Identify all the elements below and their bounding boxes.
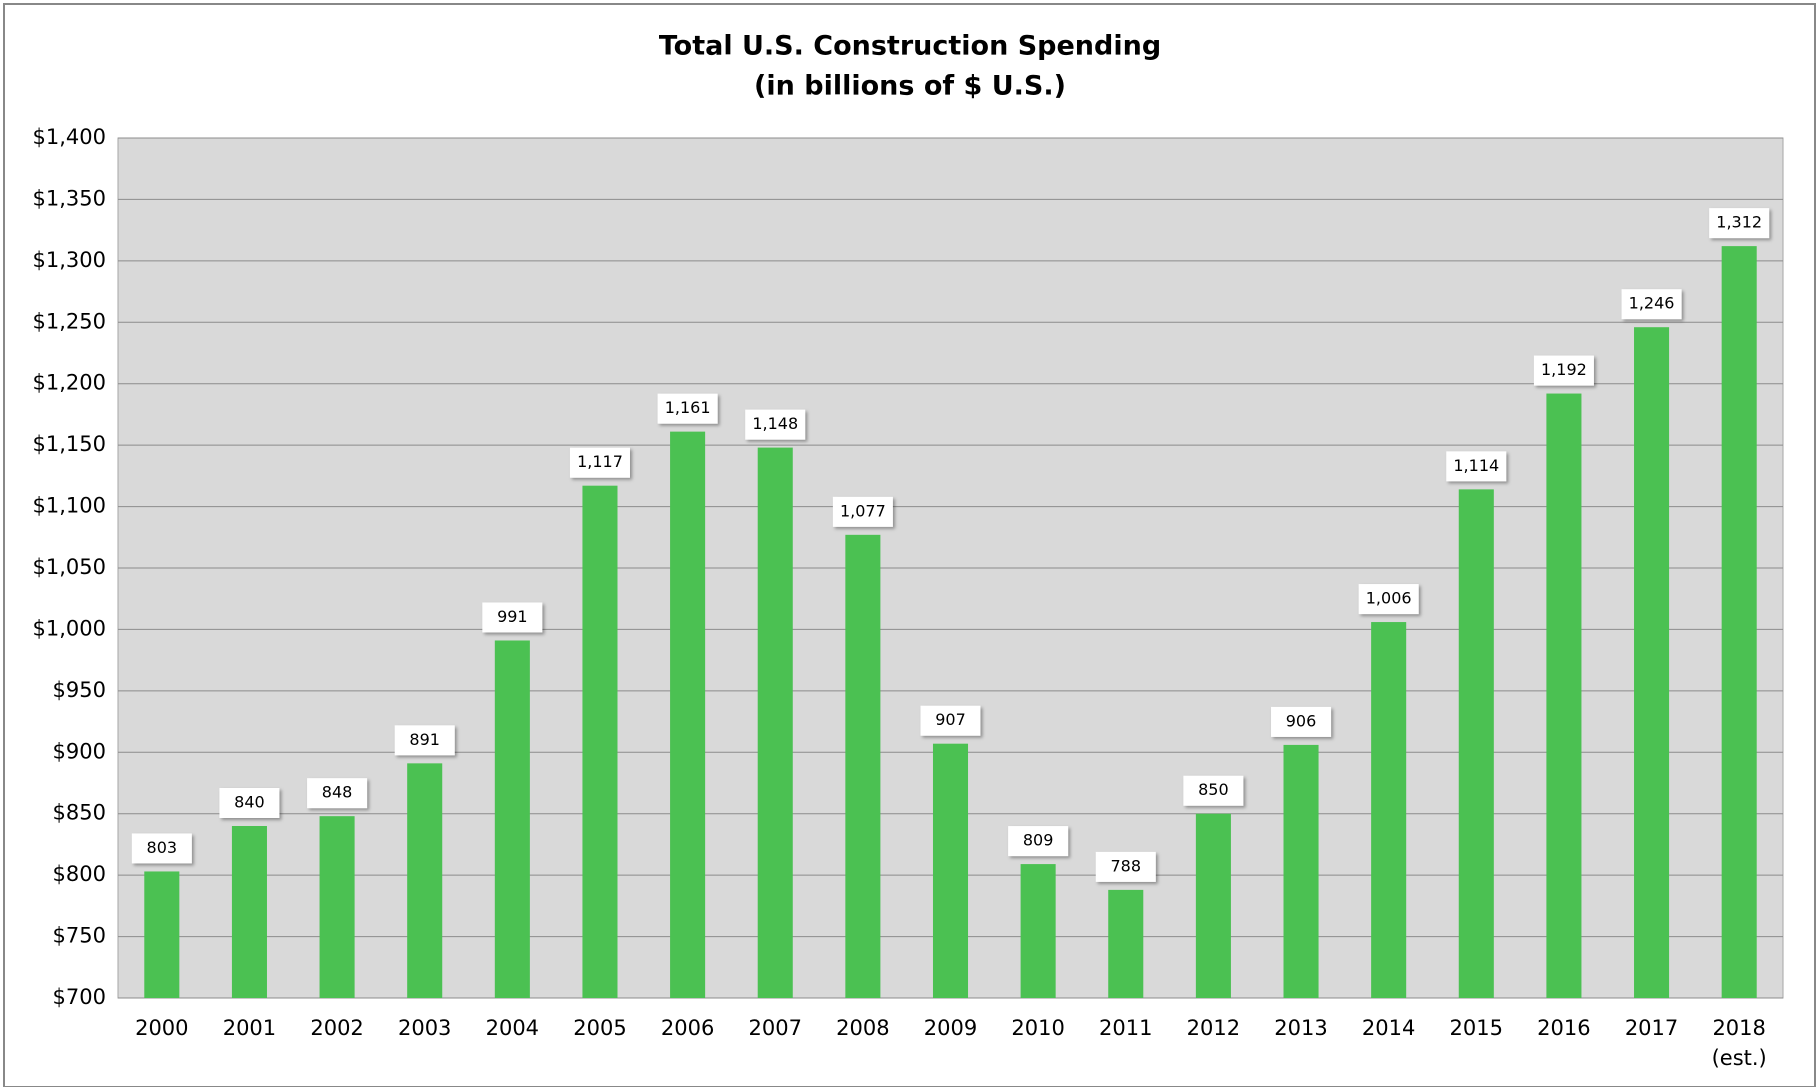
bar	[144, 871, 180, 998]
data-label: 803	[147, 838, 178, 857]
data-label-box	[832, 496, 893, 527]
x-tick-label: 2007	[748, 1016, 802, 1040]
x-tick-label: 2001	[222, 1016, 277, 1040]
data-label: 848	[322, 783, 353, 802]
data-label: 907	[935, 710, 966, 729]
data-label-box	[1446, 451, 1507, 482]
y-tick-label: $1,150	[33, 432, 106, 456]
chart-subtitle: (in billions of $ U.S.)	[754, 71, 1066, 102]
x-tick-label: 2012	[1186, 1016, 1241, 1040]
bar	[845, 534, 881, 998]
bar	[1546, 393, 1582, 998]
data-label: 809	[1023, 831, 1054, 850]
bar	[582, 485, 618, 999]
data-label: 1,006	[1366, 589, 1412, 608]
data-label: 1,312	[1716, 213, 1762, 232]
data-label: 1,148	[752, 414, 798, 433]
x-tick-label: 2015	[1449, 1016, 1503, 1040]
data-label: 1,077	[840, 501, 886, 520]
bar	[319, 816, 355, 998]
x-tick-label: 2014	[1361, 1016, 1416, 1040]
data-label-box	[745, 409, 806, 440]
x-tick-label: 2010	[1011, 1016, 1065, 1040]
data-label-box	[219, 788, 280, 818]
bar	[1108, 889, 1144, 998]
y-tick-label: $1,200	[33, 371, 106, 395]
y-tick-label: $750	[53, 924, 106, 948]
x-tick-label: 2011	[1099, 1016, 1153, 1040]
bar	[670, 431, 706, 999]
data-label: 891	[409, 730, 440, 749]
data-label-box	[1008, 826, 1069, 857]
data-label-box	[394, 725, 455, 756]
data-label-box	[307, 778, 368, 809]
bar	[1283, 744, 1319, 998]
y-tick-label: $1,350	[33, 186, 106, 210]
x-tick-label: 2018 (est.)	[1711, 1016, 1767, 1070]
x-tick-label: 2000	[135, 1016, 189, 1040]
data-label: 840	[234, 793, 265, 812]
data-label: 1,246	[1629, 294, 1675, 313]
y-tick-label: $1,100	[33, 494, 106, 518]
x-tick-label: 2003	[397, 1016, 452, 1040]
y-tick-label: $850	[53, 801, 106, 825]
y-tick-label: $900	[53, 739, 106, 763]
data-label-box	[1271, 706, 1332, 737]
x-tick-label: 2016	[1537, 1016, 1591, 1040]
y-tick-label: $800	[53, 862, 106, 886]
data-label: 991	[497, 607, 528, 626]
y-tick-label: $700	[53, 985, 106, 1009]
bar	[1195, 813, 1231, 998]
bar	[1020, 864, 1056, 998]
bar	[407, 763, 443, 998]
x-tick-label: 2008	[836, 1016, 890, 1040]
data-label: 1,114	[1453, 456, 1499, 475]
data-label-box	[1621, 289, 1682, 320]
data-label-box	[131, 833, 192, 864]
x-tick-label: 2006	[660, 1016, 715, 1040]
data-label-box	[1358, 584, 1419, 615]
data-label-box	[920, 705, 981, 736]
bar	[1634, 327, 1670, 998]
y-tick-label: $1,400	[33, 125, 106, 149]
bar	[1458, 489, 1494, 998]
x-tick-label: 2009	[923, 1016, 978, 1040]
x-tick-label: 2005	[573, 1016, 627, 1040]
data-label-box	[1709, 208, 1770, 239]
data-label-box	[1183, 775, 1244, 806]
x-tick-label: 2017	[1624, 1016, 1679, 1040]
x-tick-label: 2002	[310, 1016, 364, 1040]
y-tick-label: $1,250	[33, 309, 106, 333]
bar	[1371, 622, 1407, 998]
data-label-box	[657, 393, 718, 424]
y-tick-label: $1,300	[33, 248, 106, 272]
data-label: 906	[1286, 711, 1317, 730]
data-label-box	[1095, 851, 1156, 882]
y-tick-label: $950	[53, 678, 106, 702]
data-label-box	[1533, 355, 1594, 386]
data-label: 1,117	[577, 452, 623, 471]
chart-title: Total U.S. Construction Spending	[659, 31, 1161, 62]
x-tick-label: 2004	[485, 1016, 540, 1040]
bar	[231, 826, 267, 998]
y-tick-label: $1,000	[33, 616, 106, 640]
y-tick-label: $1,050	[33, 555, 106, 579]
bar	[757, 447, 793, 999]
x-tick-label: 2013	[1274, 1016, 1328, 1040]
bar	[1721, 246, 1757, 999]
bar	[494, 640, 530, 998]
data-label: 1,161	[665, 398, 711, 417]
data-label: 850	[1198, 780, 1229, 799]
data-label-box	[569, 447, 630, 478]
data-label: 788	[1110, 856, 1141, 875]
data-label: 1,192	[1541, 360, 1587, 379]
bar	[932, 743, 969, 998]
data-label-box	[482, 602, 543, 633]
